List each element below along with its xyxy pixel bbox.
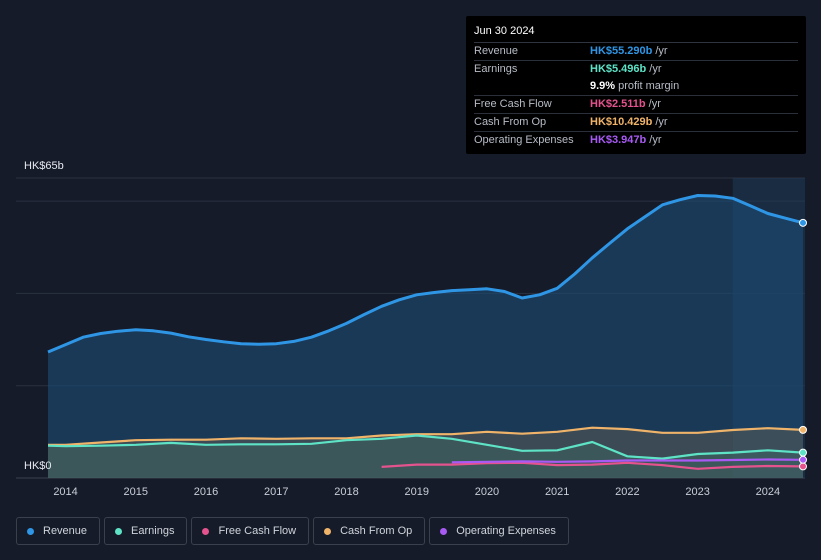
cash-from-op-end-marker — [799, 425, 807, 434]
revenue-line — [47, 194, 804, 354]
revenue-end-marker — [799, 218, 807, 227]
tooltip-value: HK$2.511b — [590, 98, 646, 110]
legend: Revenue Earnings Free Cash Flow Cash Fro… — [16, 517, 569, 545]
operating-expenses-line — [451, 458, 804, 464]
tooltip-row-fcf: Free Cash Flow HK$2.511b /yr — [474, 96, 798, 114]
operating-expenses-dot-icon — [440, 527, 448, 535]
legend-label: Cash From Op — [340, 525, 413, 537]
legend-item-free-cash-flow[interactable]: Free Cash Flow — [191, 517, 310, 545]
cash-from-op-area — [48, 427, 803, 478]
earnings-dot-icon — [115, 527, 123, 535]
tooltip-unit: /yr — [649, 63, 662, 75]
tooltip-value: HK$10.429b — [590, 116, 653, 128]
legend-item-operating-expenses[interactable]: Operating Expenses — [429, 517, 569, 545]
tooltip-row-earnings: Earnings HK$5.496b /yr — [474, 61, 798, 78]
x-tick-label: 2024 — [756, 486, 780, 498]
x-tick-label: 2023 — [685, 486, 709, 498]
tooltip-date: Jun 30 2024 — [474, 24, 798, 43]
profit-margin-value: 9.9% — [590, 80, 616, 92]
cash-from-op-dot-icon — [324, 527, 332, 535]
revenue-area — [48, 195, 803, 478]
legend-label: Revenue — [43, 525, 88, 537]
tooltip-value: HK$5.496b — [590, 63, 647, 75]
free-cash-flow-dot-icon — [202, 527, 210, 535]
x-tick-label: 2017 — [264, 486, 288, 498]
x-tick-label: 2021 — [545, 486, 569, 498]
earnings-line — [47, 434, 804, 460]
tooltip-unit: /yr — [649, 134, 662, 146]
y-axis-top-label: HK$65b — [24, 160, 64, 172]
free-cash-flow-end-marker — [799, 462, 807, 471]
revenue-dot-icon — [27, 527, 34, 535]
operating-expenses-end-marker — [799, 455, 807, 464]
tooltip-unit: /yr — [655, 116, 668, 128]
earnings-end-marker — [799, 448, 807, 457]
legend-item-cash-from-op[interactable]: Cash From Op — [313, 517, 426, 545]
tooltip-label: Cash From Op — [474, 116, 547, 128]
profit-margin-label: profit margin — [618, 80, 680, 92]
x-tick-label: 2014 — [53, 486, 77, 498]
y-axis-bottom-label: HK$0 — [24, 460, 52, 472]
free-cash-flow-line — [381, 461, 804, 470]
x-tick-label: 2016 — [194, 486, 218, 498]
cash-from-op-line — [48, 426, 804, 446]
tooltip-row-revenue: Revenue HK$55.290b /yr — [474, 43, 798, 61]
legend-item-earnings[interactable]: Earnings — [104, 517, 188, 545]
legend-label: Operating Expenses — [456, 525, 556, 537]
tooltip-row-cfo: Cash From Op HK$10.429b /yr — [474, 114, 798, 132]
tooltip-panel: Jun 30 2024 Revenue HK$55.290b /yr Earni… — [466, 16, 806, 154]
x-tick-label: 2018 — [334, 486, 358, 498]
tooltip-unit: /yr — [648, 98, 661, 110]
x-tick-label: 2015 — [124, 486, 148, 498]
tooltip-label: Free Cash Flow — [474, 98, 552, 110]
legend-label: Earnings — [131, 525, 175, 537]
legend-label: Free Cash Flow — [218, 525, 297, 537]
tooltip-label: Earnings — [474, 63, 518, 75]
tooltip-row-opex: Operating Expenses HK$3.947b /yr — [474, 132, 798, 149]
earnings-area — [48, 435, 803, 478]
tooltip-label: Revenue — [474, 45, 519, 57]
tooltip-value: HK$3.947b — [590, 134, 647, 146]
tooltip-value: HK$55.290b — [590, 45, 653, 57]
tooltip-row-margin: 9.9% profit margin — [474, 78, 798, 96]
x-tick-label: 2019 — [404, 486, 428, 498]
legend-item-revenue[interactable]: Revenue — [16, 517, 101, 545]
tooltip-label: Operating Expenses — [474, 134, 574, 146]
x-tick-label: 2020 — [475, 486, 499, 498]
x-tick-label: 2022 — [615, 486, 639, 498]
tooltip-unit: /yr — [655, 45, 668, 57]
